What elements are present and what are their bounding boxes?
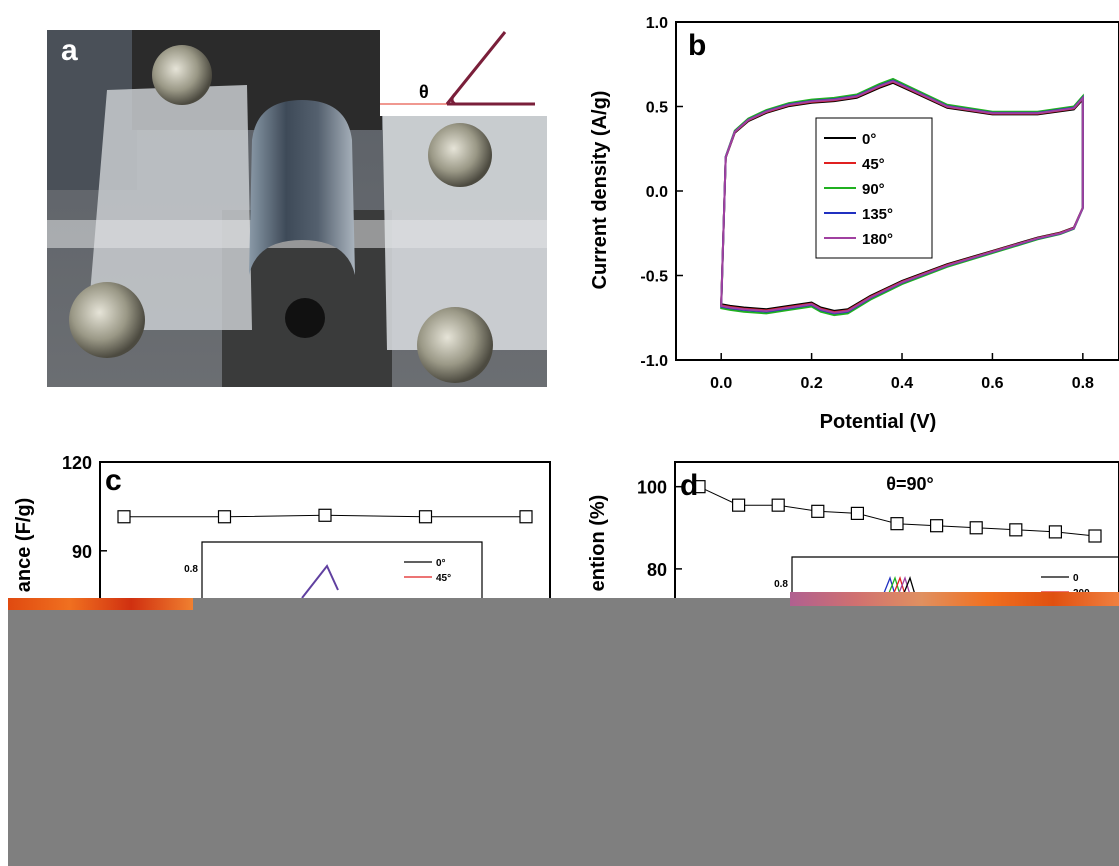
data-marker — [217, 510, 232, 524]
y-tick-label: -0.5 — [640, 269, 668, 286]
base-hole — [285, 298, 325, 338]
data-marker — [890, 517, 904, 531]
bend-arc — [450, 92, 457, 106]
theta-symbol: θ — [419, 82, 429, 102]
bend-line-icon — [445, 31, 535, 106]
inset-frame — [201, 541, 483, 610]
inset-legend-label: 0° — [436, 558, 446, 569]
data-marker — [117, 510, 131, 524]
legend-label: 45° — [862, 156, 885, 173]
cv-curve-180deg — [720, 80, 1084, 314]
data-marker — [1048, 525, 1062, 539]
data-marker — [1009, 523, 1023, 537]
data-marker — [969, 521, 983, 535]
x-axis-label: Potential (V) — [820, 411, 937, 433]
theta-annotation: θ=90° — [886, 474, 933, 494]
legend-label: 90° — [862, 181, 885, 198]
y-tick-label: 90 — [72, 542, 92, 562]
inset-triangle-curve — [301, 564, 339, 599]
data-marker — [771, 498, 785, 512]
data-marker — [418, 510, 433, 524]
panel-a-photo: a θ — [47, 30, 547, 387]
right-substrate — [382, 85, 547, 350]
panel-c-chart: 120 90 0.8 0° 45° c ance (F/g) — [13, 453, 551, 610]
inset-triangle-curve — [901, 576, 917, 599]
y-tick-label: 1.0 — [646, 15, 668, 32]
y-tick-label: 0.5 — [646, 100, 668, 117]
x-tick-label: 0.2 — [800, 375, 822, 392]
color-streak-left — [8, 598, 193, 610]
panel-c-label: c — [105, 464, 122, 497]
legend: 0° 45° 90° 135° 180° — [815, 117, 933, 259]
data-marker — [318, 508, 332, 522]
screw-top-left — [152, 45, 212, 105]
x-tick-label: 0.6 — [981, 375, 1003, 392]
legend-label: 0° — [862, 131, 876, 148]
y-axis-label: ention (%) — [587, 495, 609, 592]
data-marker — [1088, 529, 1102, 543]
data-marker — [850, 506, 864, 520]
plot-area: 0.0 0.2 0.4 0.6 0.8 1.0 0.5 0.0 -0.5 -1.0 — [640, 15, 1119, 392]
occluded-region — [8, 592, 1119, 866]
data-marker — [811, 504, 825, 518]
inset-y-tick-label: 0.8 — [774, 579, 788, 590]
inset-triangle-curve — [896, 576, 912, 599]
inset-y-tick-label: 0.8 — [184, 564, 198, 575]
screw-bottom-left — [69, 282, 145, 358]
data-marker — [692, 480, 706, 494]
color-streak-right — [790, 592, 1119, 606]
inset-frame — [791, 556, 1119, 610]
x-tick-label: 0.0 — [710, 375, 732, 392]
y-tick-label: 100 — [637, 478, 667, 498]
y-tick-label: 120 — [62, 453, 92, 473]
bent-device — [249, 100, 355, 275]
inset-legend-label: 45° — [436, 573, 451, 584]
y-axis-label: Current density (A/g) — [589, 91, 611, 290]
data-marker — [732, 498, 746, 512]
plot-frame — [99, 461, 551, 610]
x-tick-label: 0.8 — [1072, 375, 1094, 392]
y-tick-label: 0.0 — [646, 184, 668, 201]
screw-bottom-right — [417, 307, 493, 383]
plot-area: 120 90 0.8 0° 45° — [62, 453, 551, 610]
angle-inset — [380, 30, 547, 116]
legend-label: 180° — [862, 231, 893, 248]
data-marker — [519, 510, 533, 524]
x-tick-label: 0.4 — [891, 375, 913, 392]
legend-label: 135° — [862, 206, 893, 223]
y-tick-label: 80 — [647, 560, 667, 580]
inset-legend-label: 0 — [1073, 573, 1079, 584]
panel-a-label: a — [61, 34, 78, 67]
plot-frame — [674, 461, 1119, 610]
y-tick-label: -1.0 — [640, 353, 668, 370]
panel-b-chart: 0.0 0.2 0.4 0.6 0.8 1.0 0.5 0.0 -0.5 -1.0 b Poten… — [589, 15, 1119, 433]
data-marker — [930, 519, 944, 533]
y-axis-label: ance (F/g) — [13, 498, 35, 592]
panel-d-label: d — [680, 469, 698, 502]
left-substrate — [87, 85, 252, 330]
panel-b-label: b — [688, 29, 706, 62]
screw-top-right — [428, 123, 492, 187]
